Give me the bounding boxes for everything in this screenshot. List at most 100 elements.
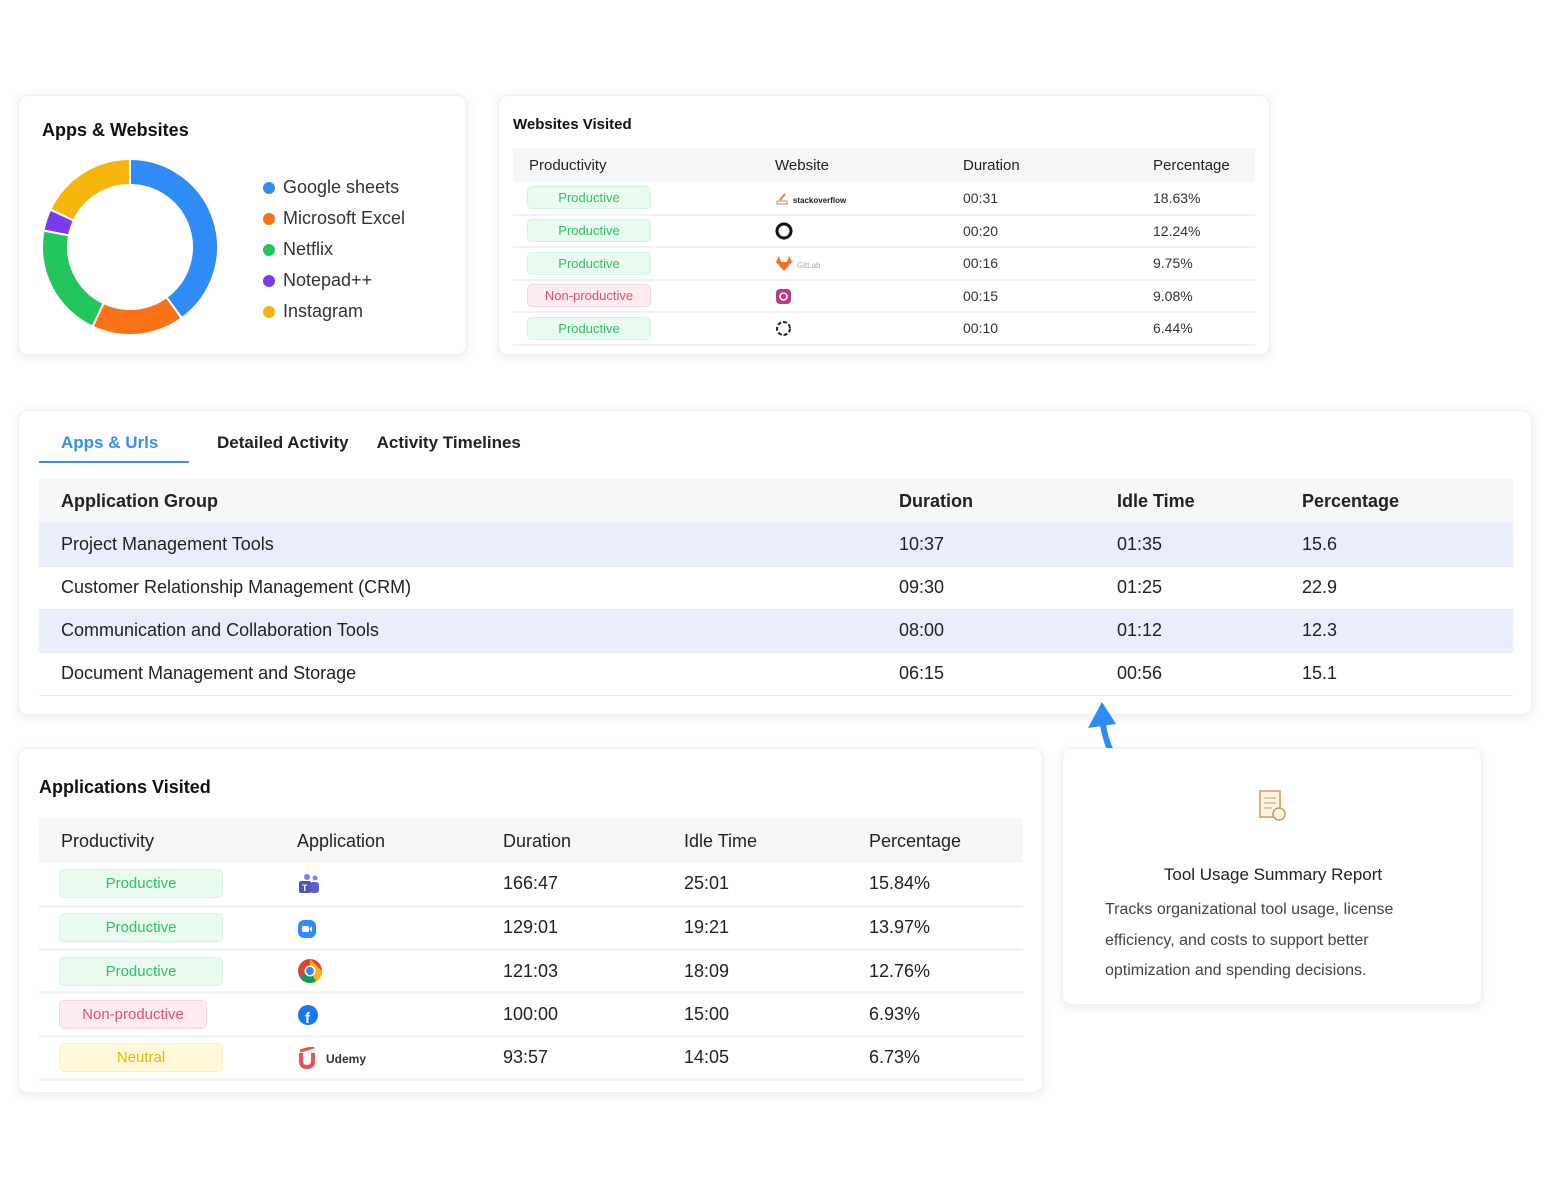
percentage: 22.9 [1302, 566, 1513, 610]
idle-time: 15:00 [684, 992, 869, 1038]
application-group: Document Management and Storage [39, 652, 899, 696]
table-row: Productive GitLab 00:16 9.75% [513, 247, 1255, 281]
legend-label: Google sheets [283, 177, 400, 197]
facebook-icon: f [297, 1004, 319, 1026]
percentage: 18.63% [1153, 182, 1255, 216]
percentage: 6.44% [1153, 312, 1255, 346]
udemy-icon [297, 1046, 321, 1069]
table-row[interactable]: Customer Relationship Management (CRM) 0… [39, 566, 1513, 610]
website-name: GitLab [796, 260, 821, 270]
svg-text:f: f [305, 1010, 311, 1026]
status-badge: Non-productive [59, 1000, 207, 1030]
status-badge: Productive [527, 219, 651, 243]
duration: 00:16 [963, 247, 1153, 281]
table-row: Productive 121:03 18:09 12.76% [39, 949, 1023, 995]
col-header: Idle Time [684, 819, 869, 863]
legend-dot-icon [263, 181, 275, 194]
table-row[interactable]: Project Management Tools 10:37 01:35 15.… [39, 523, 1513, 567]
tab-apps-urls[interactable]: Apps & Urls [39, 431, 189, 463]
idle-time: 00:56 [1117, 652, 1302, 696]
duration: 00:20 [963, 214, 1153, 248]
websites-table: Productivity Website Duration Percentage… [513, 148, 1255, 346]
col-header: Duration [503, 819, 684, 863]
legend-item: Microsoft Excel [263, 203, 405, 234]
donut-slice-instagram[interactable] [49, 157, 131, 222]
donut-slice-microsoft-excel[interactable] [91, 295, 184, 336]
table-row[interactable]: Document Management and Storage 06:15 00… [39, 652, 1513, 696]
status-badge: Productive [59, 956, 223, 986]
legend-dot-icon [263, 305, 275, 318]
application-group: Project Management Tools [39, 523, 899, 567]
duration: 121:03 [503, 949, 684, 995]
col-header: Application [297, 819, 503, 863]
summary-text: Tracks organizational tool usage, licens… [1105, 901, 1394, 979]
applications-visited-card: Applications Visited Productivity Applic… [18, 748, 1043, 1093]
application-name: Udemy [326, 1051, 367, 1066]
instagram-icon [775, 288, 792, 305]
tab-detailed-activity[interactable]: Detailed Activity [217, 433, 349, 452]
idle-time: 14:05 [684, 1036, 869, 1081]
website-name: stackoverflow [792, 195, 847, 205]
status-badge: Productive [527, 251, 651, 275]
col-header: Percentage [1302, 479, 1513, 523]
legend-label: Microsoft Excel [283, 208, 406, 228]
donut-slice-google-sheets[interactable] [129, 157, 219, 320]
table-row: Productive stackoverflow 00:31 18.63% [513, 182, 1255, 216]
table-row: Non-productive f 100:00 15:00 6.93% [39, 992, 1023, 1038]
summary-card: Tool Usage Summary Report Tracks organiz… [1062, 748, 1482, 1005]
duration: 166:47 [503, 863, 684, 908]
status-badge: Neutral [59, 1043, 223, 1073]
percentage: 12.3 [1302, 609, 1513, 653]
github-icon [775, 222, 793, 240]
zoom-icon [297, 919, 317, 939]
legend-label: Instagram [283, 301, 364, 321]
percentage: 12.24% [1153, 214, 1255, 248]
idle-time: 01:25 [1117, 566, 1302, 610]
table-row: Neutral Udemy 93:57 14:05 6.73% [39, 1036, 1023, 1081]
tab-activity-timelines[interactable]: Activity Timelines [376, 433, 521, 452]
duration: 09:30 [899, 566, 1117, 610]
application-group: Communication and Collaboration Tools [39, 609, 899, 653]
legend-label: Netflix [283, 239, 334, 259]
duration: 129:01 [503, 906, 684, 952]
status-badge: Productive [527, 186, 651, 210]
col-header: Percentage [1153, 148, 1255, 182]
col-header: Duration [899, 479, 1117, 523]
duration: 00:15 [963, 279, 1153, 313]
percentage: 12.76% [869, 949, 1023, 995]
applications-table: Productivity Application Duration Idle T… [39, 819, 1023, 1081]
table-row[interactable]: Communication and Collaboration Tools 08… [39, 609, 1513, 653]
percentage: 15.84% [869, 863, 1023, 908]
table-row: Productive 00:10 6.44% [513, 312, 1255, 346]
table-row: Productive 00:20 12.24% [513, 214, 1255, 248]
percentage: 6.73% [869, 1036, 1023, 1081]
table-row: Productive T 166:47 25:01 15.84% [39, 863, 1023, 908]
col-header: Application Group [39, 479, 899, 523]
legend-item: Notepad++ [263, 265, 405, 296]
legend-item: Netflix [263, 234, 405, 265]
status-badge: Non-productive [527, 284, 651, 308]
card-title: Websites Visited [513, 116, 632, 133]
stackoverflow-icon [775, 192, 789, 206]
report-icon [1259, 790, 1286, 821]
table-row: Productive 129:01 19:21 13.97% [39, 906, 1023, 952]
percentage: 15.1 [1302, 652, 1513, 696]
card-title: Applications Visited [39, 777, 211, 797]
websites-visited-card: Websites Visited Productivity Website Du… [498, 95, 1270, 355]
svg-text:T: T [302, 883, 308, 893]
col-header: Website [775, 148, 963, 182]
percentage: 13.97% [869, 906, 1023, 952]
card-title: Apps & Websites [42, 120, 189, 140]
status-badge: Productive [527, 316, 651, 340]
idle-time: 18:09 [684, 949, 869, 995]
duration: 10:37 [899, 523, 1117, 567]
application-group: Customer Relationship Management (CRM) [39, 566, 899, 610]
duration: 08:00 [899, 609, 1117, 653]
donut-slice-netflix[interactable] [41, 229, 105, 328]
teams-icon: T [297, 873, 321, 895]
openai-icon [775, 320, 792, 337]
duration: 00:31 [963, 182, 1153, 216]
status-badge: Productive [59, 913, 223, 943]
percentage: 9.08% [1153, 279, 1255, 313]
legend-item: Instagram [263, 296, 405, 327]
